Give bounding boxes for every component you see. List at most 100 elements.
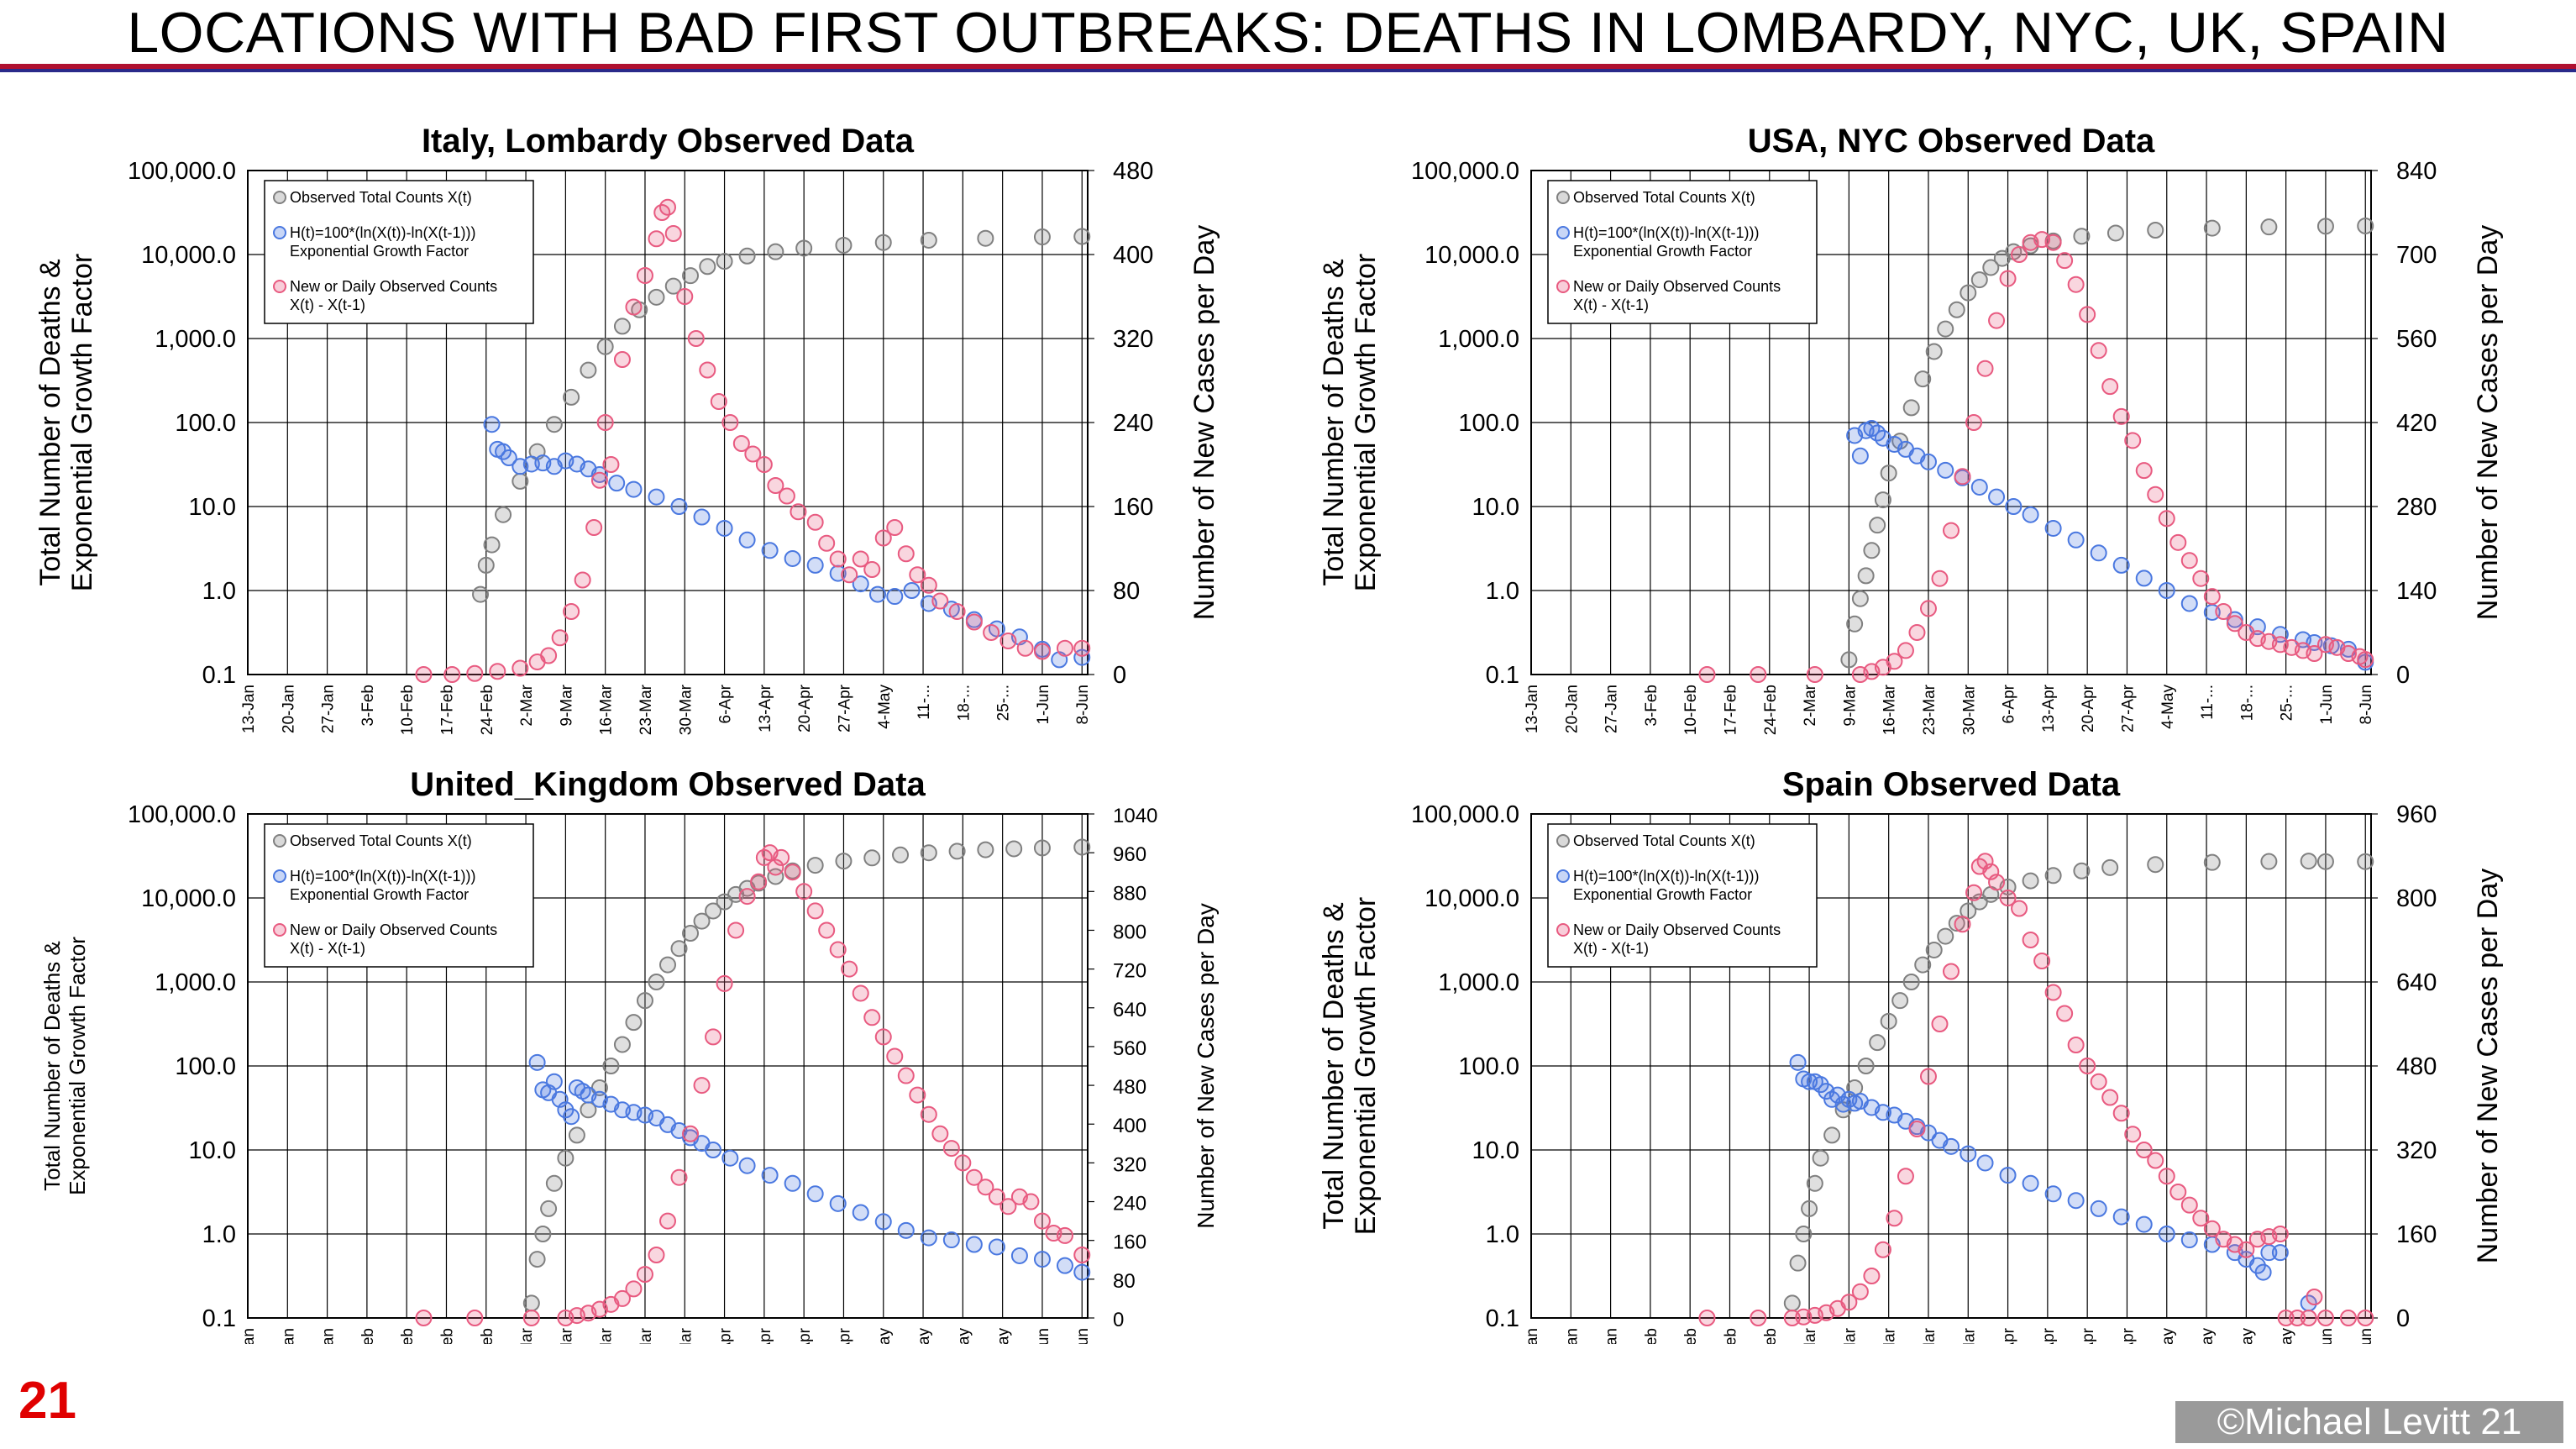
daily-count-point [2079, 1058, 2096, 1074]
growth-factor-point [761, 1167, 779, 1184]
y2-tick-label: 960 [2396, 801, 2437, 828]
x-tick-label: 1-Jun [2318, 1328, 2336, 1344]
daily-count-point [1851, 1283, 1869, 1300]
daily-count-point [2180, 1196, 2198, 1214]
daily-count-point [818, 921, 836, 939]
daily-count-point [1073, 1247, 1091, 1263]
observed-point [522, 1294, 540, 1312]
title-rule-top [0, 64, 2576, 69]
growth-factor-point [920, 1229, 937, 1247]
daily-count-point [699, 361, 716, 379]
daily-count-point [790, 503, 807, 521]
x-tick-label: 27-Apr [2119, 684, 2137, 732]
daily-count-point [2306, 1289, 2323, 1305]
chart-united-kingdom: United_Kingdom Observed Data 13-Jan 20-Jan… [39, 766, 1219, 1344]
daily-count-point [489, 663, 506, 680]
observed-point [636, 992, 653, 1010]
y2-tick-label: 640 [2396, 969, 2437, 996]
growth-factor-point [2260, 1244, 2278, 1262]
daily-count-point [1988, 312, 2006, 329]
daily-count-point [2169, 533, 2187, 551]
daily-count-point [999, 633, 1017, 649]
daily-count-point [931, 592, 949, 610]
daily-count-point [602, 456, 620, 473]
daily-count-point [1016, 639, 1034, 657]
observed-point [648, 974, 665, 990]
observed-point [1914, 956, 1932, 974]
observed-point [1783, 1294, 1801, 1312]
daily-count-point [2357, 651, 2374, 669]
observed-point [1073, 228, 1091, 245]
daily-count-point [2044, 984, 2062, 1001]
x-tick-label: 24-Feb [1762, 1328, 1780, 1344]
slide-title: LOCATIONS WITH BAD FIRST OUTBREAKS: DEAT… [127, 1, 2449, 65]
daily-count-point [2022, 932, 2039, 948]
legend-observed-marker [273, 834, 286, 848]
observed-point [563, 388, 580, 406]
y-tick-label: 100.0 [175, 1053, 236, 1080]
daily-count-point [2271, 1226, 2289, 1242]
daily-count-point [806, 513, 824, 531]
observed-point [699, 258, 716, 276]
y2-axis-label: Number of New Cases per Day [2472, 869, 2504, 1264]
y2-tick-label: 240 [1113, 410, 1153, 437]
growth-factor-point [2135, 570, 2153, 587]
legend-growth-factor-text: H(t)=100*(ln(X(t))-ln(X(t-1))) [1573, 224, 1760, 241]
x-tick-label: 16-Mar [598, 1327, 616, 1344]
daily-count-point [2277, 1310, 2295, 1326]
observed-point [682, 925, 700, 942]
daily-count-point [829, 550, 847, 568]
growth-factor-point [1999, 1167, 2017, 1184]
daily-count-point [1999, 890, 2017, 906]
x-tick-label: 8-Jun [2358, 685, 2375, 725]
observed-point [2022, 872, 2039, 890]
x-tick-label: 20-Jan [280, 685, 297, 733]
observed-point [1948, 301, 1965, 318]
observed-point [1801, 1200, 1818, 1217]
chart-italy-lombardy: Italy, Lombardy Observed Data 13-Jan 20-Ja… [34, 123, 1220, 735]
daily-count-point [716, 974, 733, 992]
daily-count-point [1056, 1226, 1073, 1244]
x-tick-label: 18-May [955, 1328, 973, 1344]
growth-factor-point [852, 1204, 869, 1221]
x-tick-label: 20-Apr [2080, 1327, 2097, 1344]
growth-factor-point [1010, 1247, 1028, 1264]
y-tick-label: 10,000.0 [141, 242, 236, 269]
observed-point [1851, 590, 1869, 607]
daily-count-point [2203, 1220, 2221, 1237]
x-tick-label: 10-Feb [1682, 685, 1700, 735]
observed-point [580, 361, 597, 379]
daily-count-point [2135, 462, 2153, 480]
y2-tick-label: 480 [2396, 1053, 2437, 1080]
legend-daily-counts-marker [273, 923, 286, 937]
observed-point [705, 902, 722, 920]
observed-point [613, 318, 631, 335]
x-tick-label: 10-Feb [399, 1328, 417, 1344]
observed-point [1902, 974, 1920, 990]
x-tick-label: 30-Mar [1960, 1327, 1978, 1344]
daily-count-point [988, 1188, 1005, 1205]
growth-factor-point [1943, 1137, 1960, 1155]
growth-factor-point [1073, 648, 1091, 666]
growth-factor-point [738, 1157, 756, 1174]
x-tick-label: 11-May [2199, 1328, 2217, 1344]
daily-count-point [909, 566, 926, 584]
daily-count-point [1954, 916, 1971, 933]
daily-count-point [590, 471, 608, 489]
y-tick-label: 10.0 [1472, 494, 1519, 521]
growth-factor-point [2158, 582, 2175, 599]
daily-count-point [1874, 1241, 1891, 1258]
y2-tick-label: 720 [1113, 960, 1146, 983]
growth-factor-point [738, 531, 756, 549]
y2-tick-label: 0 [1113, 1309, 1124, 1331]
observed-point [483, 536, 501, 554]
x-tick-label: 6-Apr [717, 684, 735, 723]
observed-point [2147, 221, 2164, 239]
x-tick-label: 2-Mar [518, 684, 536, 726]
daily-count-point [551, 629, 569, 647]
legend-box [264, 180, 534, 324]
daily-count-point [2033, 953, 2051, 969]
observed-point [2357, 217, 2374, 234]
x-tick-label: 10-Feb [399, 685, 417, 735]
observed-point [557, 1149, 574, 1167]
